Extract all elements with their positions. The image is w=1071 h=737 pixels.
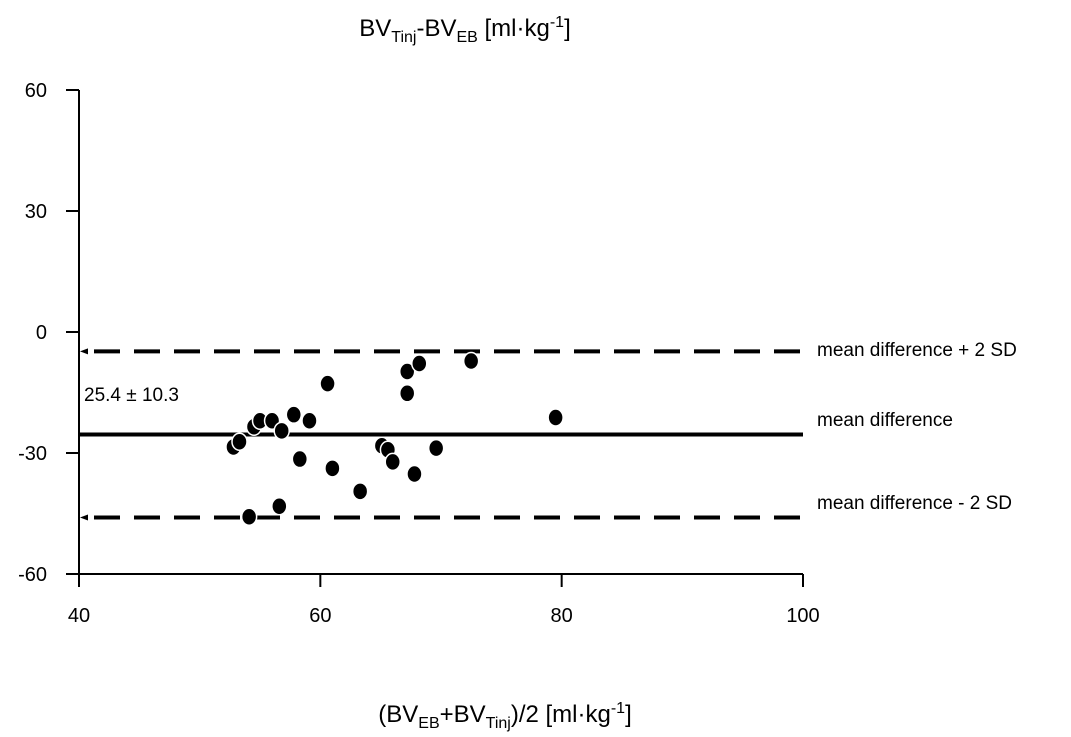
- y-tick-label: -30: [18, 443, 47, 465]
- annotation-upper: mean difference + 2 SD: [817, 340, 1017, 361]
- lower-limit-line-arrow: [80, 514, 88, 521]
- data-point: [285, 405, 303, 424]
- annotation-mean: mean difference: [817, 410, 953, 431]
- data-point: [406, 464, 423, 484]
- y-tick-label: -60: [18, 564, 47, 586]
- data-point: [351, 482, 369, 501]
- x-tick-label: 100: [786, 605, 819, 627]
- data-points: [225, 351, 564, 526]
- data-point: [319, 374, 336, 393]
- y-tick-label: 30: [25, 201, 47, 223]
- axes: [78, 90, 803, 575]
- y-tick-label: 60: [25, 80, 47, 102]
- data-point: [384, 452, 401, 472]
- x-tick-label: 60: [309, 605, 331, 627]
- data-point: [301, 411, 318, 430]
- y-ticks: 60 30 0 -30 -60: [18, 80, 79, 586]
- data-point: [398, 384, 416, 403]
- reference-lines: [79, 348, 803, 521]
- x-tick-label: 40: [68, 605, 90, 627]
- data-point: [324, 459, 341, 478]
- x-axis-label: (BVEB+BVTinj)/2 [ml·kg-1]: [378, 700, 632, 732]
- y-tick-label: 0: [36, 322, 47, 344]
- data-point: [427, 438, 445, 458]
- x-ticks: 40 60 80 100: [68, 574, 820, 627]
- annotation-stat: 25.4 ± 10.3: [84, 385, 179, 406]
- chart-title: BVTinj-BVEB [ml·kg-1]: [359, 14, 570, 46]
- data-point: [411, 354, 428, 373]
- upper-limit-line-arrow: [80, 348, 88, 355]
- data-point: [231, 432, 248, 451]
- data-point: [240, 507, 258, 526]
- x-tick-label: 80: [551, 605, 573, 627]
- data-point: [273, 421, 290, 441]
- data-point: [462, 351, 480, 371]
- data-point: [271, 496, 288, 516]
- data-point: [291, 449, 309, 469]
- data-point: [398, 362, 416, 381]
- data-point: [547, 408, 564, 427]
- annotation-lower: mean difference - 2 SD: [817, 493, 1012, 514]
